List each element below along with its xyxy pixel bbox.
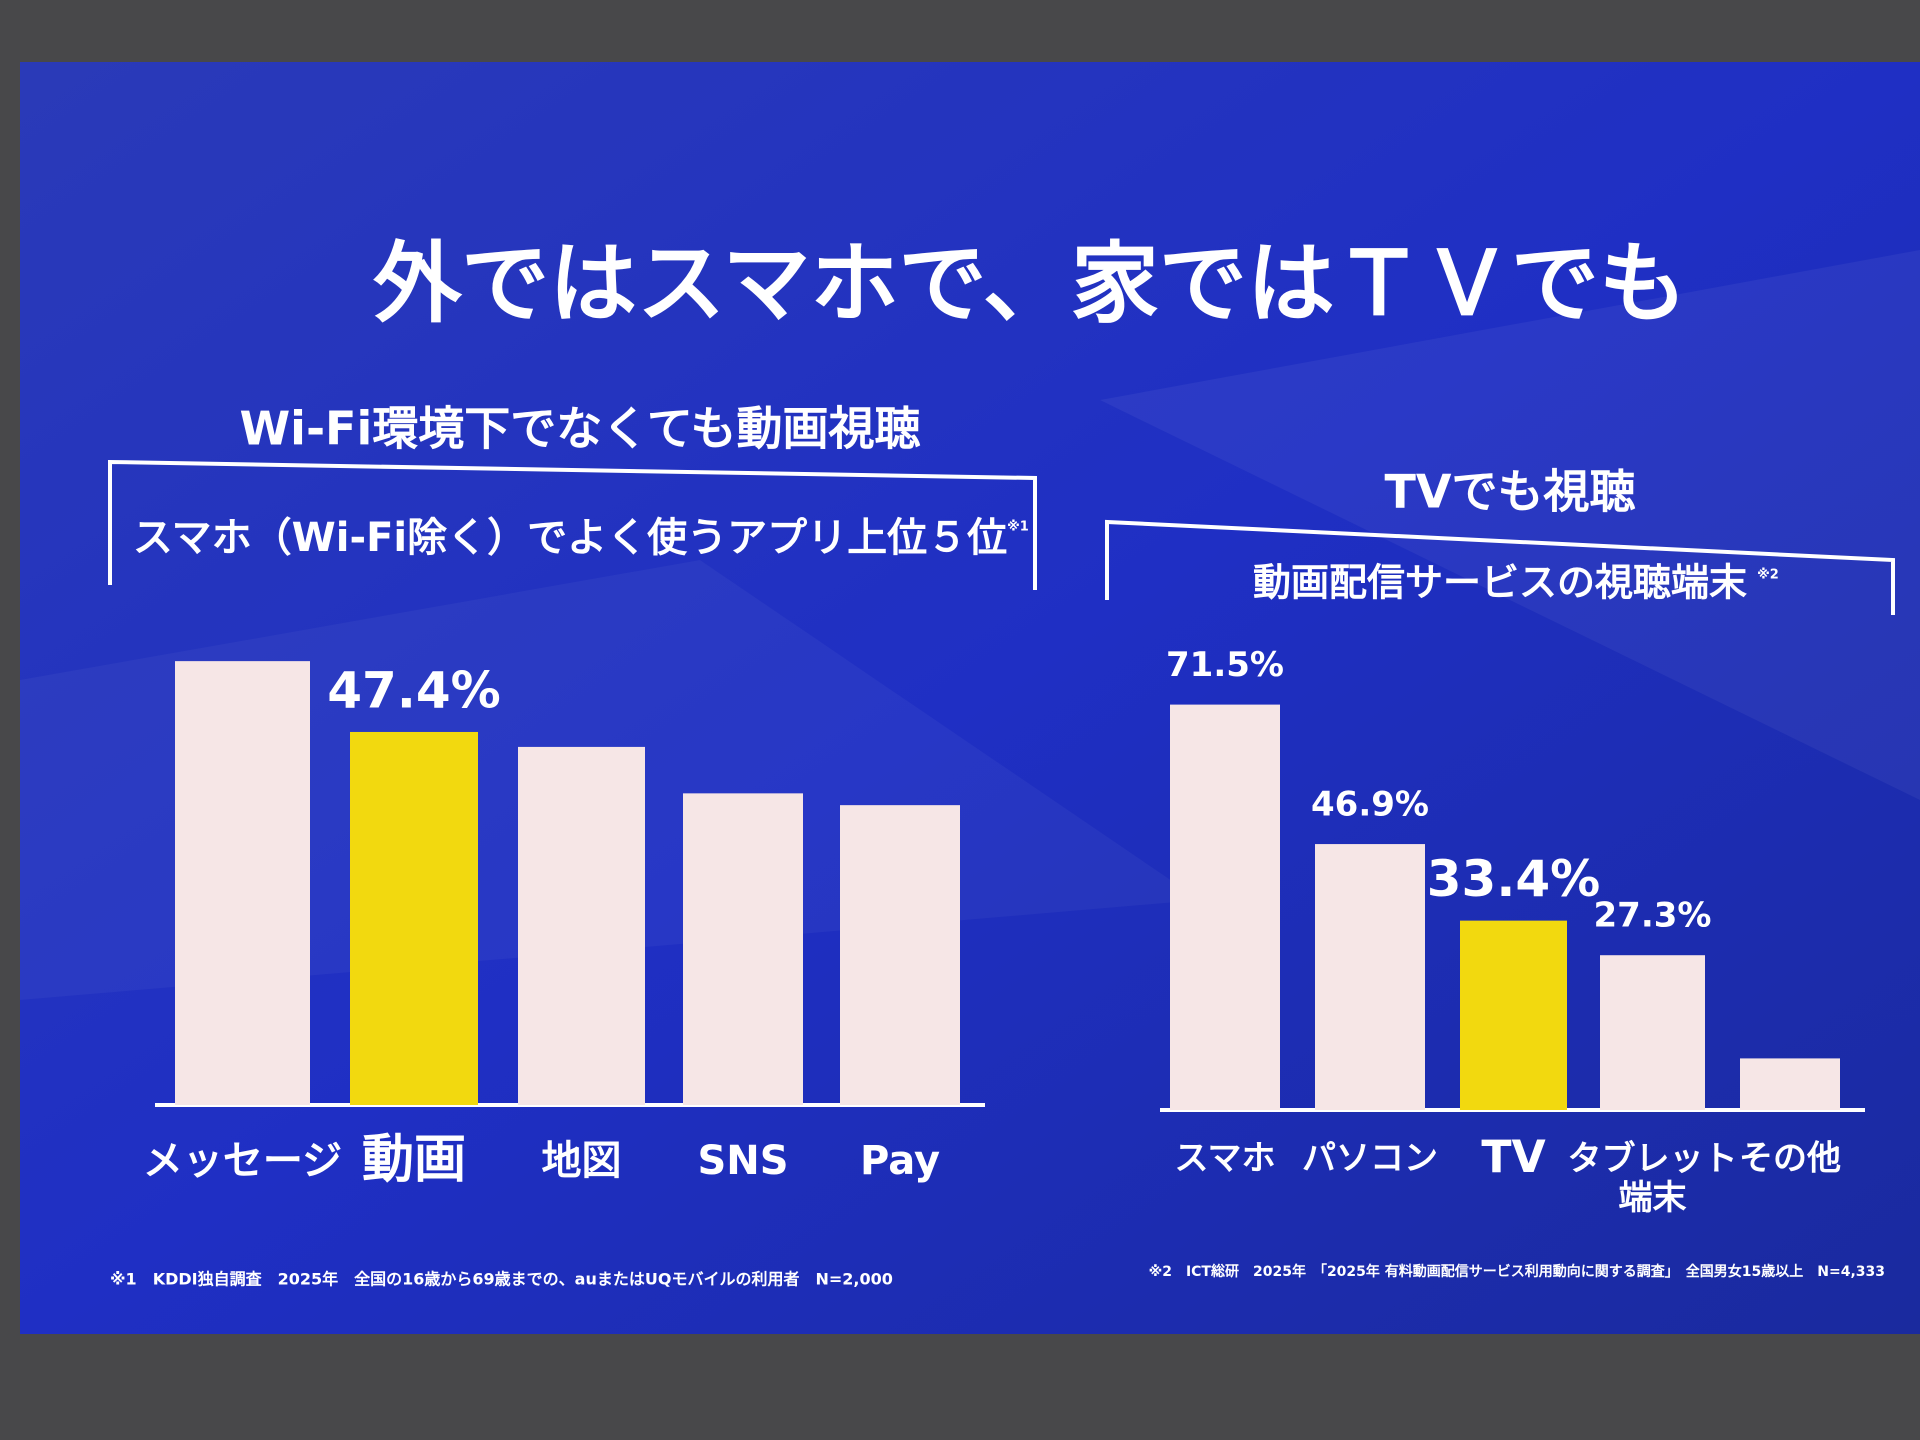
slide-title: 外ではスマホで、家ではＴＶでも: [372, 232, 1687, 335]
right-footnote: ※2 ICT総研 2025年 「2025年 有料動画配信サービス利用動向に関する…: [1149, 1263, 1885, 1280]
right-heading: TVでも視聴: [1385, 465, 1636, 519]
category-label: TV: [1481, 1132, 1545, 1183]
left-note-mark: ※1: [1007, 520, 1029, 535]
category-label: パソコン: [1302, 1139, 1438, 1179]
bar: [1600, 955, 1705, 1110]
bar: [1315, 844, 1425, 1110]
left-heading: Wi-Fi環境下でなくても動画視聴: [239, 402, 920, 456]
bar: [683, 793, 803, 1105]
bar: [840, 805, 960, 1105]
category-label: スマホ: [1175, 1139, 1276, 1179]
value-label: 71.5%: [1166, 645, 1284, 685]
value-label: 47.4%: [327, 661, 500, 719]
value-label: 46.9%: [1311, 785, 1429, 825]
bar: [518, 746, 645, 1105]
category-label: その他: [1739, 1139, 1841, 1179]
bar: [1740, 1058, 1840, 1110]
right-chart-title: 動画配信サービスの視聴端末: [1253, 561, 1747, 605]
left-footnote: ※1 KDDI独自調査 2025年 全国の16歳から69歳までの、auまたはUQ…: [110, 1270, 893, 1289]
value-label: 33.4%: [1427, 850, 1600, 908]
bg-shape: [1100, 250, 1920, 800]
right-frame: [1105, 519, 1895, 615]
category-label: Pay: [860, 1138, 940, 1184]
left-chart-title: スマホ（Wi-Fi除く）でよく使うアプリ上位５位: [133, 515, 1007, 561]
value-label: 27.3%: [1594, 896, 1712, 936]
category-label: 動画: [362, 1130, 466, 1190]
bar: [175, 661, 310, 1105]
right-note-mark: ※2: [1757, 568, 1779, 583]
category-label: メッセージ: [143, 1138, 342, 1184]
bar: [1170, 704, 1280, 1110]
bar: [1460, 920, 1567, 1110]
category-label: SNS: [697, 1138, 788, 1184]
category-label: タブレット端末: [1568, 1139, 1738, 1218]
slide: [20, 62, 1920, 1334]
category-label: 地図: [542, 1138, 622, 1184]
bar: [350, 731, 478, 1105]
left-frame: [108, 459, 1037, 590]
